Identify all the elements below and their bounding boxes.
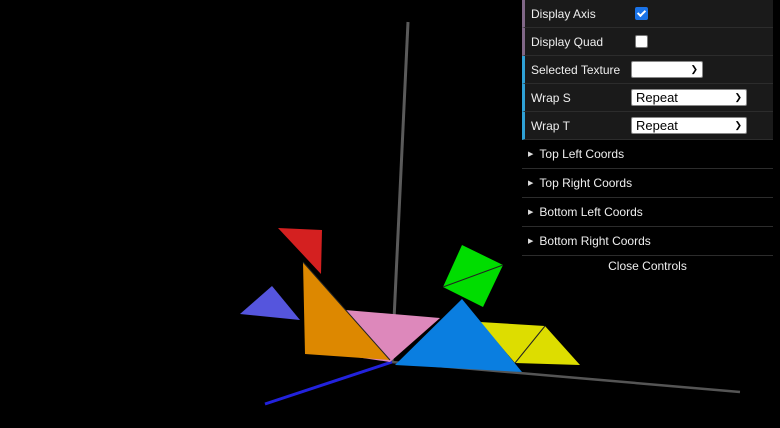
- folder-top-right-coords[interactable]: ▶ Top Right Coords: [522, 169, 773, 198]
- y-axis: [390, 21, 410, 363]
- small-blue-triangle: [240, 286, 300, 320]
- wrap-t-label: Wrap T: [531, 118, 570, 133]
- wrap-t-control[interactable]: Wrap T Repeat ❯: [522, 112, 773, 140]
- wrap-t-value: Repeat: [636, 118, 678, 133]
- folder-bottom-right-coords[interactable]: ▶ Bottom Right Coords: [522, 227, 773, 256]
- green-square-diagonal: [442, 264, 504, 288]
- folder-top-left-coords[interactable]: ▶ Top Left Coords: [522, 140, 773, 169]
- selected-texture-control[interactable]: Selected Texture ❯: [522, 56, 773, 84]
- yellow-parallelogram: [480, 322, 580, 365]
- wrap-s-label: Wrap S: [531, 90, 571, 105]
- display-quad-label: Display Quad: [531, 34, 604, 49]
- orange-triangle-edge: [302, 261, 391, 361]
- z-axis: [264, 360, 393, 406]
- wrap-s-value: Repeat: [636, 90, 678, 105]
- wrap-s-select[interactable]: Repeat ❯: [631, 89, 747, 106]
- display-axis-control[interactable]: Display Axis: [522, 0, 773, 28]
- folder-bottom-left-coords[interactable]: ▶ Bottom Left Coords: [522, 198, 773, 227]
- wrap-s-control[interactable]: Wrap S Repeat ❯: [522, 84, 773, 112]
- folder-label: Top Right Coords: [539, 176, 633, 190]
- folder-label: Top Left Coords: [539, 147, 625, 161]
- caret-right-icon: ▶: [528, 209, 534, 216]
- chevron-down-icon: ❯: [690, 64, 698, 74]
- large-blue-triangle: [395, 299, 522, 372]
- caret-right-icon: ▶: [528, 180, 534, 187]
- display-quad-control[interactable]: Display Quad: [522, 28, 773, 56]
- chevron-down-icon: ❯: [734, 120, 742, 130]
- folder-label: Bottom Right Coords: [539, 234, 651, 248]
- display-quad-checkbox[interactable]: [635, 35, 648, 48]
- controls-panel: Display Axis Display Quad Selected Textu…: [522, 0, 773, 276]
- selected-texture-label: Selected Texture: [531, 62, 621, 77]
- chevron-down-icon: ❯: [734, 92, 742, 102]
- close-controls-button[interactable]: Close Controls: [522, 256, 773, 276]
- caret-right-icon: ▶: [528, 238, 534, 245]
- display-axis-label: Display Axis: [531, 6, 596, 21]
- display-axis-checkbox[interactable]: [635, 7, 648, 20]
- selected-texture-select[interactable]: ❯: [631, 61, 703, 78]
- wrap-t-select[interactable]: Repeat ❯: [631, 117, 747, 134]
- folder-label: Bottom Left Coords: [539, 205, 643, 219]
- red-triangle: [278, 228, 322, 274]
- yellow-parallelogram-diagonal: [514, 325, 546, 364]
- caret-right-icon: ▶: [528, 151, 534, 158]
